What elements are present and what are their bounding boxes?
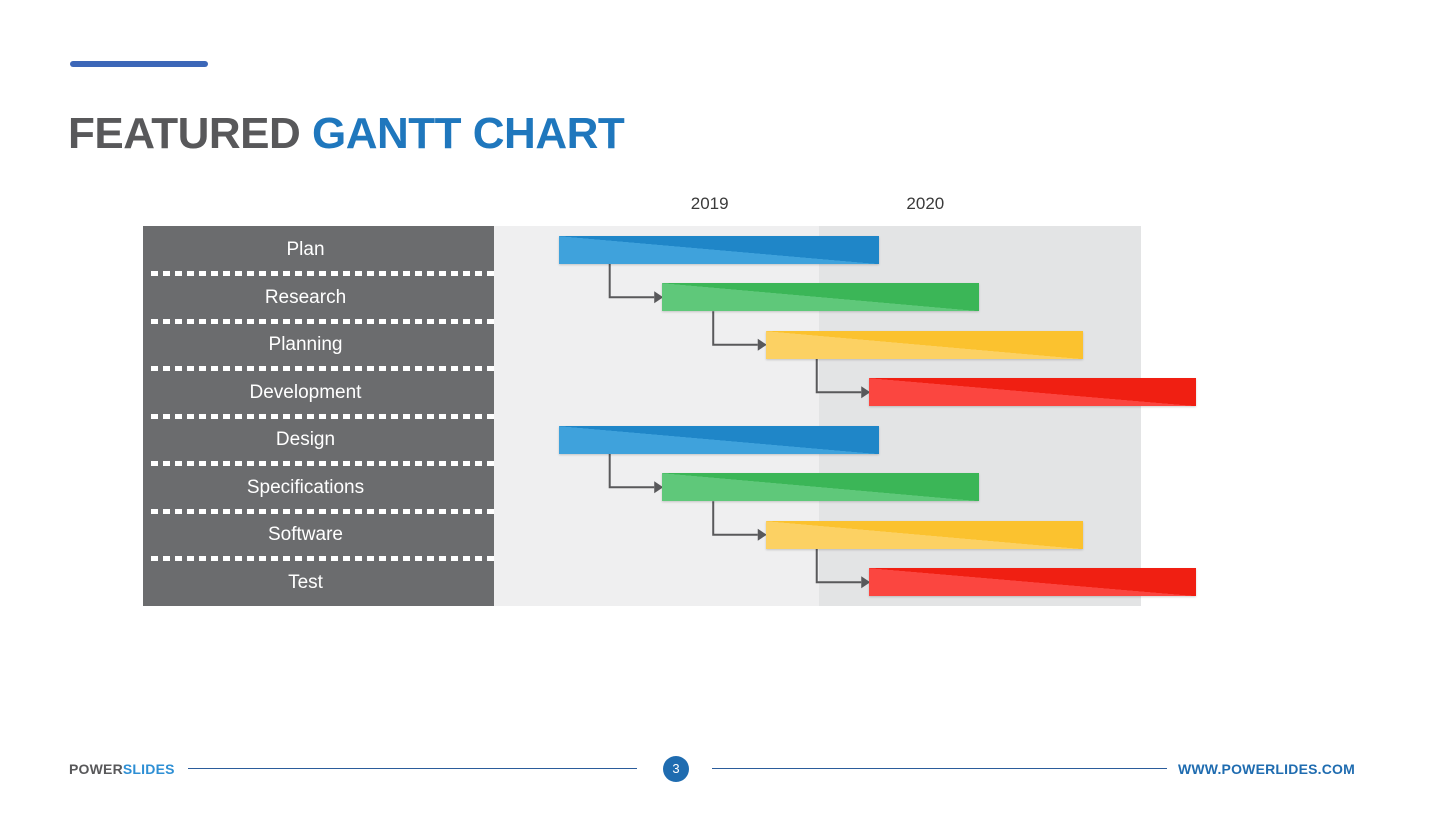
task-label: Specifications	[246, 476, 365, 498]
dependency-arrowhead	[757, 338, 767, 351]
task-label-panel: Plan Research Planning Development Design Spe…	[143, 226, 494, 606]
gantt-bar-progress-wedge	[662, 283, 980, 312]
task-label: Test	[288, 571, 323, 593]
row-separator	[151, 271, 494, 276]
row-separator	[151, 556, 494, 561]
dependency-arrowhead	[654, 291, 664, 304]
gantt-bar[interactable]	[869, 378, 1196, 407]
gantt-bar-progress-wedge	[765, 330, 1083, 359]
year-tick-label: 2019	[690, 194, 729, 213]
dependency-arrowhead	[757, 528, 767, 541]
gantt-bar-progress-wedge	[662, 473, 980, 502]
gantt-chart-body: Plan Research Planning Development Design Spe…	[143, 226, 1196, 606]
dependency-link	[815, 358, 862, 394]
dependency-link	[712, 311, 758, 346]
title-accent-bar	[70, 61, 208, 67]
dependency-link	[608, 453, 655, 489]
row-separator	[151, 318, 494, 324]
year-axis: 2019 2020	[143, 192, 1141, 226]
gantt-bar[interactable]	[662, 473, 980, 502]
brand-logo: POWERSLIDES	[69, 761, 175, 777]
gantt-bar[interactable]	[558, 235, 879, 264]
gantt-bar[interactable]	[869, 568, 1196, 597]
gantt-bar-progress-wedge	[558, 235, 879, 264]
task-label: Research	[264, 286, 347, 308]
page-title: FEATURED GANTT CHART	[68, 107, 625, 161]
dependency-links-layer	[143, 226, 1141, 606]
gantt-bar[interactable]	[765, 330, 1083, 359]
brand-part-1: POWER	[69, 761, 123, 777]
brand-part-2: SLIDES	[122, 761, 175, 777]
gantt-bar[interactable]	[662, 283, 980, 312]
dependency-connectors	[608, 263, 871, 589]
gantt-bars-layer	[143, 226, 1196, 606]
dependency-arrowhead	[861, 386, 871, 399]
gantt-bar-progress-wedge	[765, 520, 1083, 549]
task-label: Software	[268, 524, 343, 545]
gantt-bar[interactable]	[765, 520, 1083, 549]
task-label: Development	[249, 381, 362, 403]
task-label: Planning	[268, 334, 343, 355]
page-title-part-1: FEATURED	[68, 109, 313, 159]
dependency-arrowhead	[654, 481, 664, 494]
gantt-bar-progress-wedge	[869, 378, 1196, 407]
row-separator	[151, 413, 494, 419]
gantt-bar[interactable]	[558, 425, 879, 454]
footer: POWERSLIDES WWW.POWERLIDES.COM	[0, 752, 1451, 792]
gantt-bar-progress-wedge	[869, 568, 1196, 597]
page-title-part-2: GANTT CHART	[312, 109, 625, 159]
site-url: WWW.POWERLIDES.COM	[1177, 761, 1355, 777]
dependency-link	[712, 501, 758, 536]
page-number-badge: 3	[663, 756, 689, 782]
row-separator	[151, 366, 494, 371]
footer-divider-right	[712, 768, 1167, 769]
dependency-arrowhead	[861, 576, 871, 589]
row-separator	[151, 461, 494, 466]
gantt-bar-progress-wedge	[558, 425, 879, 454]
year-tick-label: 2020	[906, 194, 945, 213]
dependency-link	[608, 263, 655, 299]
task-label: Plan	[286, 239, 325, 260]
gantt-chart: 2019 2020 Plan Research Planning Development…	[143, 192, 1196, 606]
footer-divider-left	[188, 768, 637, 769]
task-label: Design	[275, 429, 336, 450]
dependency-link	[815, 548, 862, 584]
row-separator	[151, 508, 494, 514]
